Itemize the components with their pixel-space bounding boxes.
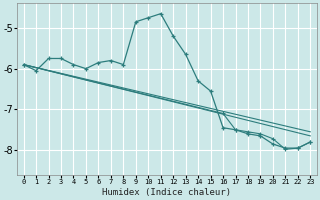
X-axis label: Humidex (Indice chaleur): Humidex (Indice chaleur) — [102, 188, 231, 197]
